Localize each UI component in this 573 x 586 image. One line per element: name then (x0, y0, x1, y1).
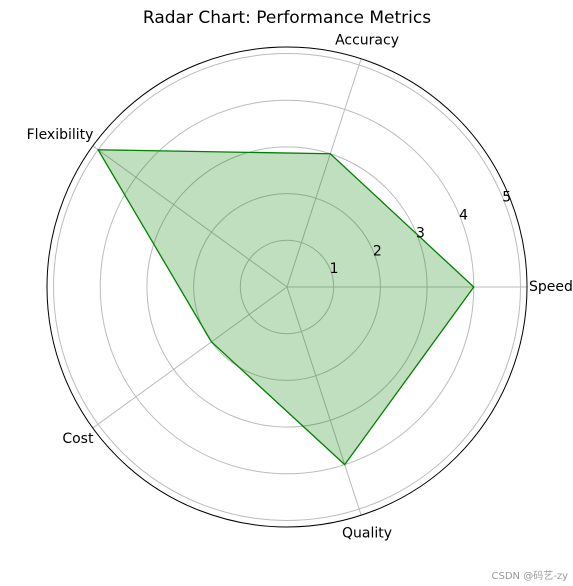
grid-spoke (286, 58, 362, 288)
grid-spoke (286, 286, 362, 516)
grid-spoke (92, 145, 288, 288)
chart-title: Radar Chart: Performance Metrics (143, 8, 431, 28)
category-label: Quality (342, 525, 392, 541)
grid-spoke (92, 286, 288, 429)
category-label: Accuracy (335, 33, 399, 49)
r-tick-label: 1 (330, 261, 339, 277)
radar-area (96, 149, 475, 466)
r-tick-label: 4 (459, 208, 468, 224)
watermark: CSDN @码艺-zy (492, 570, 569, 582)
r-tick-label: 2 (373, 243, 382, 259)
category-label: Cost (62, 431, 94, 447)
category-label: Speed (529, 279, 573, 295)
outer-frame (46, 46, 528, 528)
r-tick-label: 5 (502, 190, 511, 206)
category-label: Flexibility (27, 127, 94, 143)
r-tick-label: 3 (416, 225, 425, 241)
